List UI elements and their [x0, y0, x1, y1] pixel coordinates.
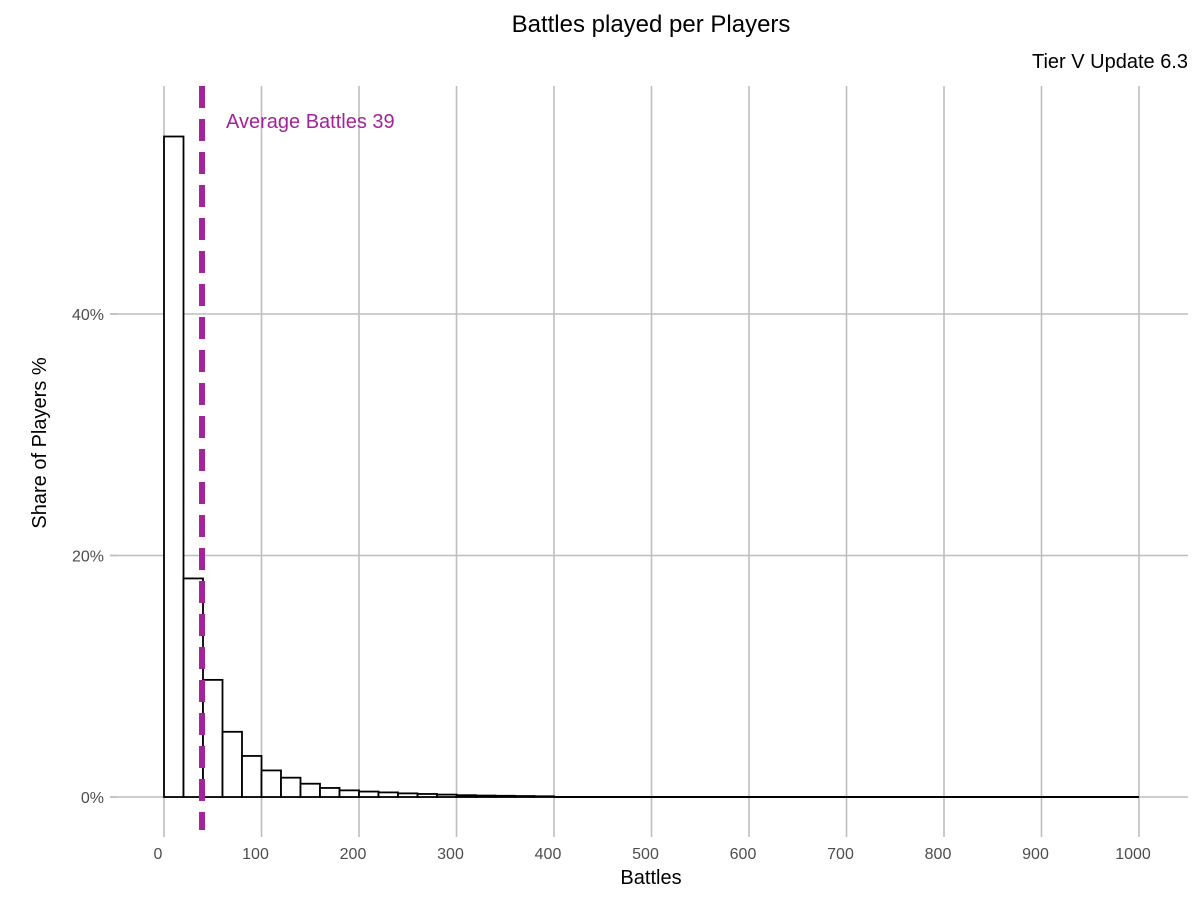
y-tick-label: 20% — [72, 549, 104, 566]
y-axis-ticks: 0% 20% 40% — [72, 307, 117, 807]
histogram-bar — [221, 730, 243, 798]
histogram-bar — [455, 794, 477, 798]
histogram-bar — [436, 793, 458, 798]
histogram-bar — [358, 790, 380, 798]
y-axis-label: Share of Players % — [29, 357, 51, 528]
average-battles-annotation: Average Battles 39 — [226, 111, 395, 133]
histogram-bar — [494, 794, 516, 798]
histogram-bar — [416, 793, 438, 798]
x-tick-label: 400 — [535, 846, 562, 863]
y-tick-label: 0% — [81, 790, 104, 807]
histogram-bar — [319, 787, 341, 798]
histogram-bar — [280, 776, 302, 798]
histogram-bar — [299, 782, 321, 798]
x-tick-label: 600 — [730, 846, 757, 863]
histogram-bar — [475, 794, 497, 798]
histogram-bar — [260, 769, 282, 798]
x-tick-label: 0 — [154, 846, 163, 863]
x-tick-label: 300 — [437, 846, 464, 863]
histogram-bar — [397, 792, 419, 798]
chart-title: Battles played per Players — [512, 11, 791, 38]
histogram-bars — [163, 135, 1139, 798]
x-tick-label: 1000 — [1115, 846, 1151, 863]
histogram-bar — [338, 789, 360, 798]
x-tick-label: 700 — [827, 846, 854, 863]
y-tick-label: 40% — [72, 307, 104, 324]
histogram-bar — [533, 795, 555, 798]
grid — [110, 86, 1188, 830]
x-axis-label: Battles — [620, 867, 681, 889]
x-tick-label: 100 — [242, 846, 269, 863]
histogram-bar — [241, 755, 263, 798]
histogram-bar — [377, 791, 399, 798]
x-tick-label: 200 — [340, 846, 367, 863]
histogram-bar — [514, 795, 536, 798]
x-tick-label: 900 — [1022, 846, 1049, 863]
x-axis-ticks: 0 100 200 300 400 500 600 700 800 900 1000 — [154, 830, 1151, 863]
x-tick-label: 800 — [925, 846, 952, 863]
histogram-bar — [163, 135, 185, 798]
histogram-bar — [202, 678, 224, 798]
x-tick-label: 500 — [632, 846, 659, 863]
chart-subtitle: Tier V Update 6.3 — [1032, 51, 1188, 73]
